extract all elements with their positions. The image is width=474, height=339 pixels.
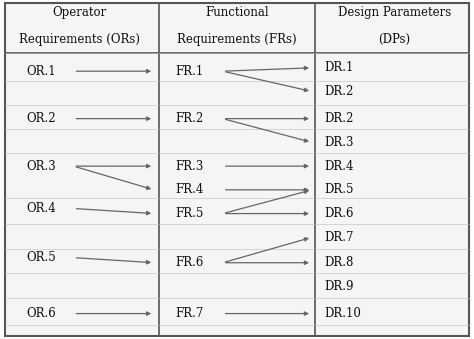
Text: DR.2: DR.2 [325,112,354,125]
Text: DR.2: DR.2 [325,85,354,98]
Text: Requirements (FRs): Requirements (FRs) [177,33,297,46]
FancyBboxPatch shape [5,3,469,336]
Text: OR.6: OR.6 [26,307,56,320]
Text: DR.3: DR.3 [325,136,354,149]
Text: DR.6: DR.6 [325,207,354,220]
Text: DR.8: DR.8 [325,256,354,269]
Text: FR.2: FR.2 [175,112,204,125]
Text: DR.5: DR.5 [325,183,354,196]
Text: DR.4: DR.4 [325,160,354,173]
Text: DR.10: DR.10 [325,307,362,320]
Text: FR.1: FR.1 [175,65,204,78]
Text: Requirements (ORs): Requirements (ORs) [19,33,140,46]
Text: DR.7: DR.7 [325,231,354,244]
Text: FR.6: FR.6 [175,256,204,269]
Text: FR.7: FR.7 [175,307,204,320]
Text: DR.1: DR.1 [325,61,354,74]
Text: Design Parameters: Design Parameters [338,6,451,19]
Text: FR.5: FR.5 [175,207,204,220]
Text: (DPs): (DPs) [379,33,410,46]
Text: OR.3: OR.3 [26,160,56,173]
Text: Functional: Functional [205,6,269,19]
Text: DR.9: DR.9 [325,280,354,293]
Text: FR.3: FR.3 [175,160,204,173]
Text: FR.4: FR.4 [175,183,204,196]
Text: Operator: Operator [52,6,107,19]
Text: OR.2: OR.2 [26,112,56,125]
Text: OR.1: OR.1 [26,65,56,78]
Text: OR.4: OR.4 [26,202,56,215]
Text: OR.5: OR.5 [26,251,56,264]
